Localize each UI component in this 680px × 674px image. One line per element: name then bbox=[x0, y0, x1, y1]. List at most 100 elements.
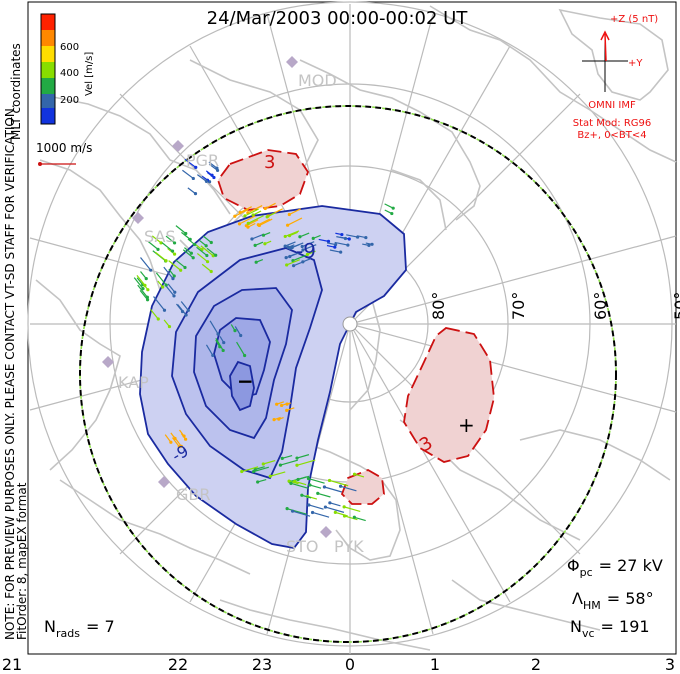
mlt-label-0: 0 bbox=[345, 655, 355, 674]
positive-cells bbox=[216, 149, 495, 505]
velocity-vector-origin bbox=[186, 308, 190, 312]
velocity-vector-origin bbox=[285, 402, 289, 406]
velocity-vector-origin bbox=[170, 249, 175, 253]
velocity-vector-origin bbox=[193, 191, 198, 196]
nrads-symbol: N bbox=[44, 617, 56, 636]
velocity-vector-origin bbox=[291, 258, 295, 263]
velocity-vector-origin bbox=[179, 268, 183, 272]
velocity-vector-origin bbox=[280, 456, 284, 460]
velocity-vector bbox=[154, 251, 167, 262]
velocity-vector-origin bbox=[339, 250, 343, 254]
velocity-vector bbox=[150, 308, 159, 320]
velocity-vector-origin bbox=[300, 244, 304, 249]
velocity-vector-origin bbox=[205, 253, 209, 258]
velocity-vector-origin bbox=[145, 298, 150, 302]
velocity-vector-origin bbox=[261, 233, 266, 237]
mlt-label-2: 2 bbox=[531, 655, 541, 674]
velocity-vector bbox=[346, 234, 358, 238]
velocity-vector bbox=[202, 235, 212, 244]
velocity-vector-origin bbox=[156, 247, 160, 251]
velocity-vector-origin bbox=[172, 294, 176, 298]
velocity-vector-origin bbox=[239, 333, 243, 338]
velocity-vector bbox=[259, 218, 273, 226]
velocity-vector-origin bbox=[145, 295, 149, 299]
velocity-vector-origin bbox=[370, 242, 374, 246]
velocity-vector bbox=[208, 163, 218, 171]
velocity-vector-origin bbox=[251, 213, 255, 217]
velocity-vector bbox=[287, 217, 303, 226]
fit-order-label: FitOrder: 8, mapEX format bbox=[15, 482, 29, 640]
coordinates-label: MLT coordinates bbox=[9, 43, 23, 140]
velocity-vector-origin bbox=[173, 436, 177, 441]
velocity-vector-origin bbox=[246, 221, 250, 225]
velocity-vector bbox=[140, 257, 152, 271]
velocity-vector bbox=[296, 454, 310, 459]
velocity-vector-origin bbox=[278, 463, 283, 467]
velocity-vector bbox=[334, 241, 349, 246]
velocity-vector-origin bbox=[347, 237, 351, 241]
mlt-label-1: 1 bbox=[430, 655, 440, 674]
velocity-vector bbox=[180, 301, 189, 311]
velocity-vector-origin bbox=[171, 277, 175, 281]
velocity-vector-origin bbox=[141, 286, 145, 291]
potential-min-marker: − bbox=[237, 369, 254, 393]
velocity-vector-origin bbox=[280, 403, 284, 408]
velocity-vector-origin bbox=[287, 212, 291, 217]
velocity-vector bbox=[282, 454, 293, 459]
phi-value: = 27 kV bbox=[599, 556, 663, 575]
mlt-label-3: 3 bbox=[665, 655, 675, 674]
velocity-vector bbox=[265, 202, 276, 210]
velocity-vector-origin bbox=[209, 240, 213, 245]
velocity-vector-origin bbox=[285, 263, 289, 267]
phi-pc-stat: Φpc = 27 kV bbox=[567, 556, 663, 579]
velocity-vector-origin bbox=[144, 277, 148, 281]
nrads-subscript: rads bbox=[56, 627, 80, 640]
phi-symbol: Φ bbox=[567, 556, 580, 575]
velocity-vector bbox=[299, 232, 310, 238]
velocity-vector bbox=[247, 205, 263, 214]
nrads-stat: Nrads = 7 bbox=[44, 617, 115, 640]
preview-note: NOTE: FOR PREVIEW PURPOSES ONLY. PLEASE … bbox=[3, 104, 17, 640]
velocity-vector bbox=[301, 241, 315, 248]
station-label-gbr: GBR bbox=[176, 485, 211, 504]
velocity-vector-origin bbox=[284, 256, 288, 260]
velocity-vector-origin bbox=[211, 254, 215, 258]
velocity-vector-origin bbox=[253, 467, 257, 471]
velocity-vector bbox=[289, 476, 307, 483]
velocity-vector bbox=[253, 466, 270, 473]
velocity-vector bbox=[325, 506, 345, 513]
velocity-vector bbox=[308, 504, 324, 510]
hm-boundary bbox=[79, 105, 617, 643]
velocity-vector-origin bbox=[161, 285, 165, 289]
velocity-vector-origin bbox=[323, 505, 328, 509]
velocity-vector bbox=[175, 259, 186, 268]
station-marker-gbr bbox=[158, 476, 170, 488]
velocity-vector-origin bbox=[328, 501, 332, 505]
velocity-vector bbox=[329, 249, 341, 253]
negative-cell bbox=[139, 205, 407, 549]
station-marker-sto bbox=[320, 526, 332, 538]
velocity-vector-origin bbox=[338, 484, 343, 488]
velocity-vector bbox=[153, 296, 165, 311]
velocity-vector-origin bbox=[211, 353, 215, 357]
velocity-vector-origin bbox=[194, 165, 198, 170]
imf-model-line2: Bz+, 0<BT<4 bbox=[577, 130, 646, 141]
nvc-value: = 191 bbox=[601, 617, 650, 636]
velocity-vector-origin bbox=[305, 252, 309, 257]
velocity-vector-origin bbox=[167, 324, 172, 329]
velocity-vector bbox=[239, 206, 252, 214]
velocity-vector bbox=[241, 466, 259, 473]
lat-label-80: 80° bbox=[429, 292, 448, 320]
velocity-vector-origin bbox=[182, 434, 186, 438]
imf-y-label: +Y bbox=[628, 58, 643, 69]
lambda-value: = 58° bbox=[607, 589, 654, 608]
velocity-vector bbox=[354, 516, 366, 522]
velocity-vector-origin bbox=[295, 456, 299, 460]
velocity-vector-origin bbox=[295, 463, 299, 467]
velocity-vector bbox=[181, 231, 191, 240]
phi-subscript: pc bbox=[580, 566, 593, 579]
velocity-vector bbox=[263, 460, 276, 465]
velocity-vector-origin bbox=[164, 283, 168, 287]
colorbar-label: Vel [m/s] bbox=[84, 52, 95, 96]
lambda-subscript: HM bbox=[583, 599, 601, 612]
